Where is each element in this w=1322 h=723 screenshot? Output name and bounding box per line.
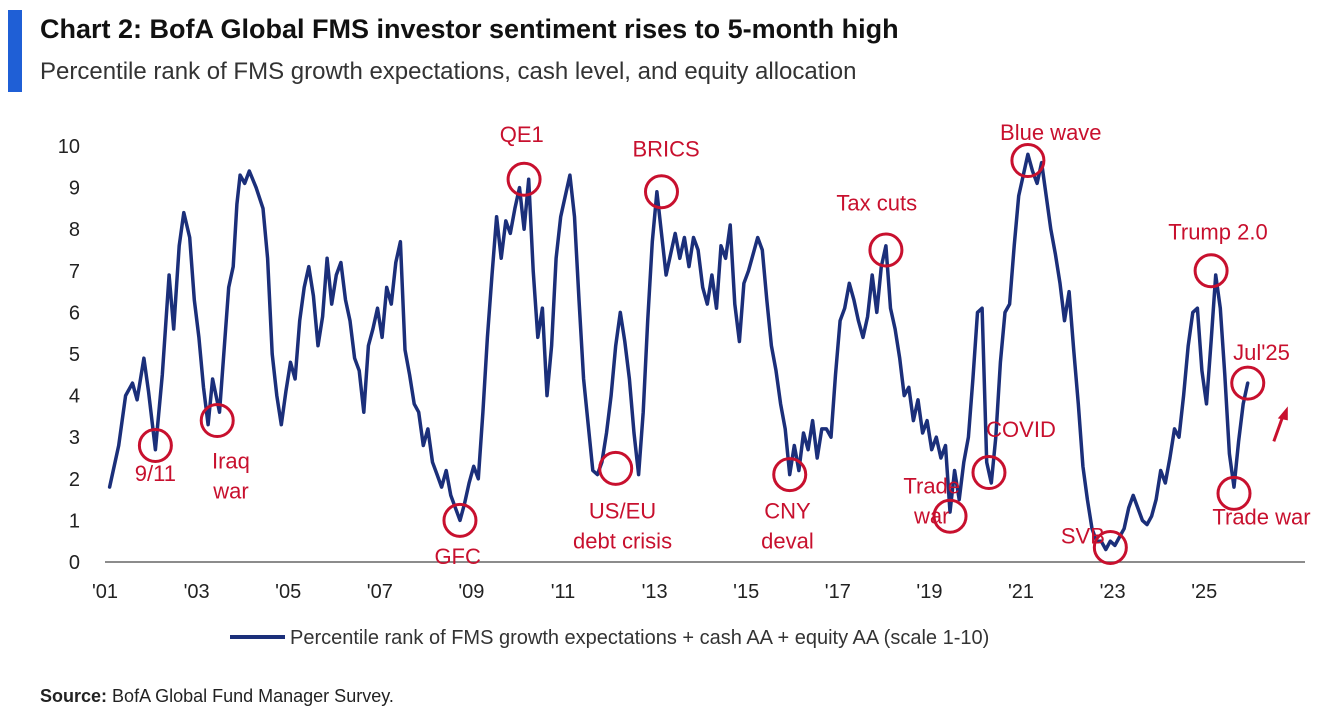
annotation-circle xyxy=(598,450,634,486)
annotation-circle xyxy=(1010,143,1046,179)
annotation-circle xyxy=(1230,365,1266,401)
annotation-label: CNY deval xyxy=(761,498,814,553)
annotation-circle xyxy=(971,455,1007,491)
y-tick-label: 1 xyxy=(69,510,80,532)
source-note: Source: BofA Global Fund Manager Survey. xyxy=(40,686,394,707)
annotation-circle xyxy=(1193,253,1229,289)
annotation-circle xyxy=(1092,529,1128,565)
trend-arrow-shaft xyxy=(1272,415,1285,442)
x-tick-label: '23 xyxy=(1100,581,1126,603)
x-tick-label: '11 xyxy=(551,581,576,603)
source-text: BofA Global Fund Manager Survey. xyxy=(112,686,394,706)
y-tick-label: 9 xyxy=(69,178,80,200)
y-tick-label: 0 xyxy=(69,552,80,574)
x-tick-label: '03 xyxy=(184,581,210,603)
annotation-label: Blue wave xyxy=(1000,120,1102,145)
annotation-label: Trade war xyxy=(1212,505,1310,530)
annotation-label: 9/11 xyxy=(135,461,176,486)
x-tick-label: '09 xyxy=(458,581,484,603)
annotation-label: Trump 2.0 xyxy=(1168,220,1267,245)
x-tick-label: '05 xyxy=(275,581,301,603)
x-tick-label: '25 xyxy=(1191,581,1217,603)
x-tick-label: '01 xyxy=(92,581,118,603)
annotation-label: Jul'25 xyxy=(1233,340,1290,365)
y-tick-label: 2 xyxy=(69,469,80,491)
y-tick-label: 7 xyxy=(69,261,80,283)
annotation-circle xyxy=(506,161,542,197)
x-tick-label: '19 xyxy=(916,581,942,603)
annotation-label: COVID xyxy=(986,417,1056,442)
annotation-label: Iraq war xyxy=(212,448,250,503)
y-tick-label: 3 xyxy=(69,427,80,449)
y-tick-label: 4 xyxy=(69,386,80,408)
annotation-label: BRICS xyxy=(632,136,699,161)
x-tick-label: '17 xyxy=(825,581,851,603)
chart-title: Chart 2: BofA Global FMS investor sentim… xyxy=(40,14,899,44)
trend-arrow-head xyxy=(1277,406,1288,421)
y-tick-label: 5 xyxy=(69,344,80,366)
annotation-circle xyxy=(442,502,478,538)
y-tick-label: 6 xyxy=(69,302,80,324)
annotation-circle xyxy=(1216,475,1252,511)
series-line xyxy=(107,152,1250,552)
legend-label: Percentile rank of FMS growth expectatio… xyxy=(290,627,989,649)
x-tick-label: '07 xyxy=(367,581,393,603)
annotation-label: Tax cuts xyxy=(836,190,917,215)
annotation-circle xyxy=(868,232,904,268)
annotation-label: GFC xyxy=(434,544,481,569)
annotation-circle xyxy=(772,457,808,493)
x-tick-label: '13 xyxy=(642,581,668,603)
annotation-label: US/EU debt crisis xyxy=(573,498,672,553)
source-label: Source: xyxy=(40,686,108,706)
annotation-label: Trade war xyxy=(903,473,960,528)
annotation-circle xyxy=(137,428,173,464)
y-tick-label: 10 xyxy=(58,136,80,158)
accent-bar xyxy=(8,10,22,92)
annotation-circle xyxy=(643,174,679,210)
chart-subtitle: Percentile rank of FMS growth expectatio… xyxy=(40,58,857,85)
y-tick-label: 8 xyxy=(69,219,80,241)
x-tick-label: '21 xyxy=(1008,581,1034,603)
annotation-circle xyxy=(199,403,235,439)
annotation-label: SVB xyxy=(1061,523,1105,548)
annotation-circle xyxy=(932,498,968,534)
x-tick-label: '15 xyxy=(733,581,759,603)
annotation-label: QE1 xyxy=(500,122,544,147)
